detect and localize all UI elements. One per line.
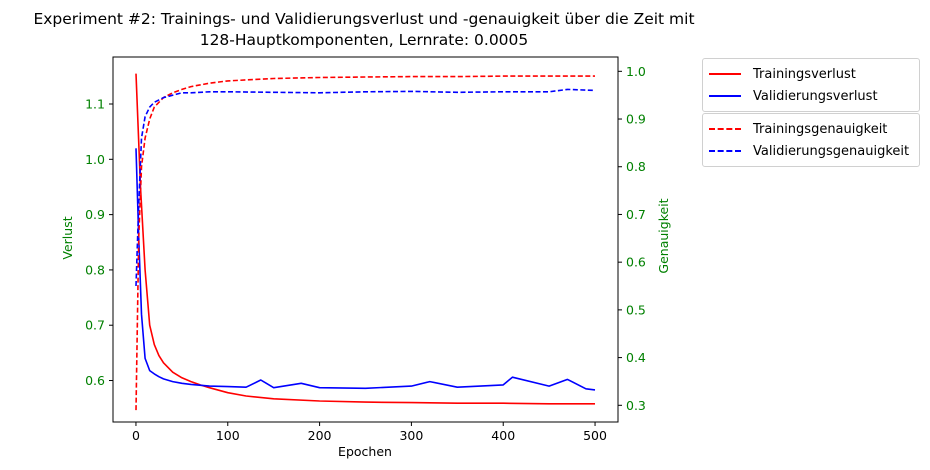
right-y-tick-label: 0.7 [626,207,646,222]
x-tick-label: 300 [399,428,423,443]
x-tick-label: 0 [132,428,140,443]
x-tick-label: 400 [491,428,515,443]
left-y-axis-ticks: 0.6 0.7 0.8 0.9 1.0 1.1 [85,97,113,388]
left-y-tick-label: 0.7 [85,318,105,333]
legend-item-training-accuracy: Trainingsgenauigkeit [709,118,913,140]
legend-item-validation-loss: Validierungsverlust [709,85,913,107]
right-y-tick-label: 0.3 [626,398,646,413]
right-y-tick-label: 0.5 [626,302,646,317]
plot-frame [112,56,619,423]
training-loss-line [135,73,595,405]
legend-label-training-accuracy: Trainingsgenauigkeit [753,121,888,137]
chart-title-line-1: Experiment #2: Trainings- und Validierun… [33,10,694,28]
right-y-tick-label: 0.6 [626,255,646,270]
series-layer [135,73,596,411]
validation-loss-line [135,148,596,391]
right-y-tick-label: 0.8 [626,159,646,174]
right-y-axis-ticks: 0.3 0.4 0.5 0.6 0.7 0.8 0.9 1.0 [618,64,646,413]
right-y-tick-label: 0.4 [626,350,646,365]
right-y-tick-label: 1.0 [626,64,646,79]
left-y-tick-label: 0.6 [85,373,105,388]
left-y-tick-label: 1.1 [85,97,105,112]
validation-accuracy-line [135,88,596,287]
left-y-tick-label: 0.9 [85,207,105,222]
legend-accuracy: Trainingsgenauigkeit Validierungsgenauig… [702,113,920,167]
legend-swatch-validation-accuracy [709,150,741,152]
legend-item-training-loss: Trainingsverlust [709,63,913,85]
x-tick-label: 200 [308,428,332,443]
x-axis-ticks: 0 100 200 300 400 500 [132,422,607,443]
training-accuracy-line [135,75,595,411]
legend-label-validation-loss: Validierungsverlust [753,88,878,104]
left-y-axis-label: Verlust [60,216,75,259]
right-y-tick-label: 0.9 [626,112,646,127]
legend-loss: Trainingsverlust Validierungsverlust [702,58,920,112]
legend-label-training-loss: Trainingsverlust [753,66,856,82]
x-tick-label: 100 [216,428,240,443]
left-y-tick-label: 0.8 [85,262,105,277]
right-y-axis-label: Genauigkeit [656,198,671,273]
left-y-tick-label: 1.0 [85,152,105,167]
x-axis-label: Epochen [338,444,392,459]
legend-swatch-validation-loss [709,95,741,97]
x-tick-label: 500 [583,428,607,443]
legend-item-validation-accuracy: Validierungsgenauigkeit [709,140,913,162]
legend-swatch-training-accuracy [709,128,741,130]
legend-label-validation-accuracy: Validierungsgenauigkeit [753,143,910,159]
chart-title-line-2: 128-Hauptkomponenten, Lernrate: 0.0005 [200,31,529,49]
legend-swatch-training-loss [709,73,741,75]
